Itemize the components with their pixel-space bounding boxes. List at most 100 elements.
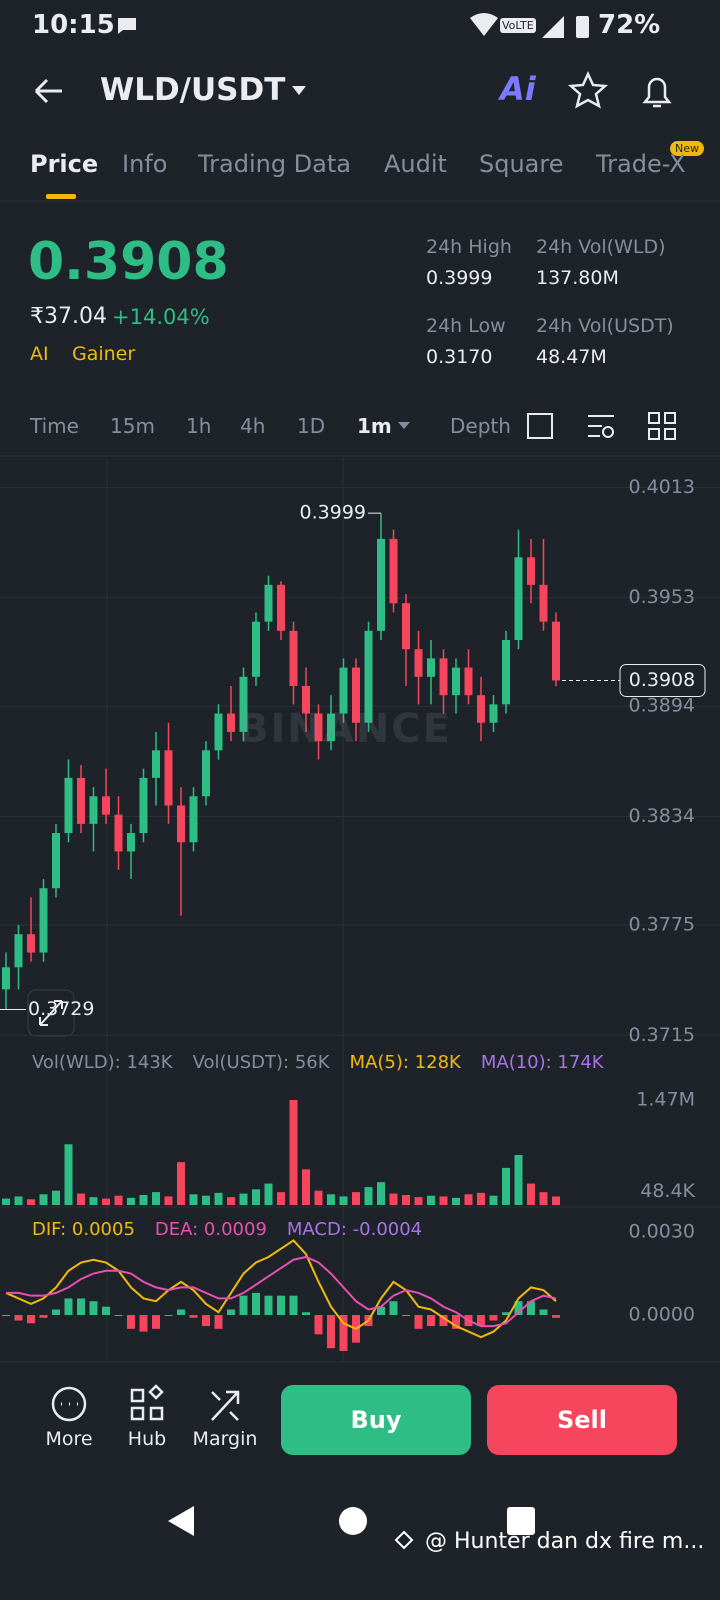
interval[interactable]: 1m (357, 414, 392, 438)
volume-bar (377, 1182, 385, 1205)
stat-label: 24h Vol(WLD) (536, 236, 666, 258)
macd-bar (202, 1315, 210, 1327)
volume-bar (214, 1192, 223, 1205)
action-label[interactable]: Margin (192, 1428, 258, 1450)
sell-button[interactable]: Sell (487, 1385, 677, 1455)
macd-bar (264, 1295, 273, 1316)
buy-button[interactable]: Buy (281, 1385, 471, 1455)
macd-bar (89, 1301, 98, 1316)
volume-bar (127, 1197, 135, 1205)
macd-bar (252, 1292, 260, 1316)
candle-body (502, 640, 510, 705)
legend-entry: MA(10): 174K (481, 1052, 605, 1073)
interval[interactable]: 1D (297, 414, 326, 438)
interval[interactable]: Time (30, 414, 79, 438)
macd-bar (27, 1315, 35, 1324)
macd-bar (514, 1301, 523, 1316)
volume-bar (2, 1198, 10, 1205)
candle-body (389, 538, 398, 604)
volume-bar (77, 1193, 85, 1205)
macd-bar (414, 1315, 423, 1329)
y-tick-label: 0.3894 (629, 695, 695, 717)
tab[interactable]: Square (479, 150, 564, 178)
nav-home[interactable] (339, 1507, 367, 1535)
stat-value: 0.3170 (426, 346, 493, 368)
more-icon[interactable] (51, 1386, 87, 1422)
candle-body (289, 630, 298, 686)
nav-back[interactable] (168, 1506, 194, 1536)
volume-bar (239, 1193, 248, 1205)
candle-body (402, 603, 410, 650)
stat-value: 48.47M (536, 346, 607, 368)
watermark: BINANCE (238, 706, 452, 752)
candle-body (302, 685, 310, 714)
tab[interactable]: Trade-X (596, 150, 686, 178)
candle-body (414, 649, 423, 677)
interval[interactable]: 15m (110, 414, 155, 438)
candle-body (2, 967, 10, 990)
candle-body (14, 934, 23, 968)
volume-bar (327, 1194, 335, 1205)
tab-indicator (46, 194, 76, 199)
interval[interactable]: 1h (186, 414, 212, 438)
tab[interactable]: Info (122, 150, 168, 178)
ai-button[interactable]: Ai (500, 70, 536, 108)
volume-bar (152, 1192, 160, 1205)
nav-recent[interactable] (507, 1507, 535, 1535)
candle-body (489, 704, 498, 723)
legend-entry: Vol(USDT): 56K (193, 1052, 331, 1073)
macd-bar (289, 1295, 298, 1316)
volume-bar (339, 1196, 348, 1205)
watermark-icon (394, 1530, 414, 1550)
layout-icon[interactable] (648, 412, 676, 440)
action-label[interactable]: More (45, 1428, 93, 1450)
macd-bar (239, 1295, 248, 1316)
volume-bar (427, 1195, 435, 1205)
chart-icon[interactable] (527, 413, 553, 439)
dif-line (5, 1239, 557, 1339)
legend-entry: MA(5): 128K (350, 1052, 462, 1073)
macd-bar (452, 1315, 460, 1329)
margin-icon[interactable] (211, 1390, 240, 1421)
interval[interactable]: Depth (450, 414, 511, 438)
hub-icon[interactable] (130, 1384, 164, 1421)
dropdown-icon[interactable] (292, 86, 306, 95)
candle-body (39, 888, 48, 953)
macd-bar (152, 1315, 160, 1329)
bell-icon[interactable] (642, 77, 672, 108)
stat-label: 24h Vol(USDT) (536, 315, 674, 337)
y-tick-label: 1.47M (636, 1089, 695, 1111)
macd-bar (189, 1315, 198, 1318)
volume-bar (439, 1196, 448, 1205)
macd-bar (427, 1315, 435, 1327)
favorite-icon[interactable] (567, 70, 609, 109)
tab[interactable]: Trading Data (198, 150, 351, 178)
tab[interactable]: Audit (384, 150, 447, 178)
pair-title[interactable]: WLD/USDT (100, 72, 286, 108)
back-icon[interactable] (34, 78, 62, 104)
tag[interactable]: Gainer (72, 343, 136, 365)
last-price-label: 0.3908 (629, 669, 695, 691)
candle-body (539, 584, 548, 622)
volume-bar (264, 1183, 273, 1205)
volume-bar (189, 1194, 198, 1205)
interval[interactable]: 4h (240, 414, 266, 438)
volume-bar (314, 1190, 323, 1205)
candle-body (27, 934, 35, 953)
macd-bar (164, 1315, 173, 1317)
volume-bar (552, 1196, 560, 1205)
tag[interactable]: AI (30, 343, 49, 365)
legend-entry: DEA: 0.0009 (155, 1219, 267, 1240)
y-tick-label: 0.3953 (629, 586, 695, 608)
volume-bar (114, 1195, 123, 1205)
volume-bar (14, 1196, 23, 1205)
action-label[interactable]: Hub (127, 1428, 167, 1450)
tab[interactable]: Price (30, 150, 99, 178)
y-tick-label: 48.4K (640, 1180, 695, 1202)
settings-icon-dot (602, 426, 614, 438)
settings-icon[interactable] (588, 415, 614, 437)
candle-body (552, 621, 560, 681)
macd-bar (439, 1315, 448, 1327)
